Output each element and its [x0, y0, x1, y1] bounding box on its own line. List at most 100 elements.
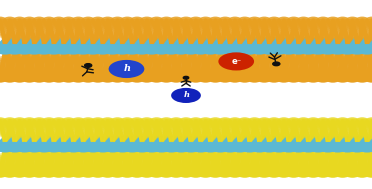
Circle shape	[23, 166, 38, 174]
Circle shape	[79, 136, 97, 145]
Circle shape	[356, 117, 369, 124]
Circle shape	[17, 139, 36, 149]
Circle shape	[130, 73, 145, 80]
Circle shape	[35, 43, 55, 53]
Circle shape	[363, 37, 372, 46]
Circle shape	[269, 142, 289, 153]
Circle shape	[261, 60, 275, 67]
Circle shape	[185, 138, 203, 147]
Circle shape	[76, 41, 95, 51]
Circle shape	[150, 70, 165, 78]
Circle shape	[224, 130, 235, 136]
Circle shape	[125, 29, 137, 35]
Circle shape	[26, 60, 40, 67]
Circle shape	[56, 41, 76, 51]
Circle shape	[262, 138, 282, 148]
Circle shape	[344, 37, 361, 46]
Circle shape	[86, 154, 99, 161]
Circle shape	[250, 141, 270, 152]
Circle shape	[203, 127, 215, 133]
Circle shape	[33, 44, 54, 55]
Circle shape	[152, 122, 164, 129]
Circle shape	[27, 127, 39, 133]
Circle shape	[72, 70, 87, 78]
Circle shape	[189, 70, 205, 78]
Circle shape	[161, 121, 174, 127]
Circle shape	[368, 64, 372, 71]
Circle shape	[251, 156, 265, 163]
Circle shape	[341, 129, 352, 135]
Circle shape	[240, 66, 254, 74]
Circle shape	[351, 153, 364, 159]
Circle shape	[231, 158, 245, 165]
Circle shape	[281, 41, 301, 51]
Circle shape	[251, 60, 265, 67]
Circle shape	[56, 156, 70, 163]
Circle shape	[204, 39, 223, 49]
Circle shape	[110, 170, 125, 178]
Circle shape	[18, 31, 30, 37]
Circle shape	[270, 160, 284, 167]
Circle shape	[205, 33, 216, 39]
Circle shape	[331, 29, 343, 35]
Circle shape	[264, 33, 275, 39]
Circle shape	[311, 153, 325, 159]
Circle shape	[38, 132, 50, 138]
Circle shape	[151, 121, 164, 127]
Circle shape	[321, 153, 334, 159]
Circle shape	[144, 60, 158, 67]
Circle shape	[360, 154, 372, 161]
Circle shape	[329, 24, 341, 30]
Circle shape	[160, 18, 173, 25]
Circle shape	[192, 124, 204, 130]
Circle shape	[81, 70, 97, 78]
Circle shape	[298, 68, 312, 76]
Circle shape	[0, 140, 16, 151]
Circle shape	[48, 39, 67, 49]
Circle shape	[64, 124, 77, 130]
Circle shape	[170, 117, 183, 124]
Circle shape	[5, 66, 19, 74]
Circle shape	[336, 17, 349, 23]
Circle shape	[253, 153, 266, 159]
Circle shape	[47, 138, 66, 148]
Circle shape	[4, 119, 17, 125]
Circle shape	[182, 158, 196, 165]
Circle shape	[44, 121, 57, 127]
Circle shape	[144, 139, 164, 149]
Circle shape	[99, 136, 116, 145]
Circle shape	[38, 130, 49, 136]
Circle shape	[135, 138, 154, 148]
Circle shape	[14, 18, 27, 25]
Circle shape	[299, 122, 311, 129]
Circle shape	[1, 136, 19, 145]
Circle shape	[318, 141, 339, 152]
Circle shape	[162, 64, 176, 71]
Circle shape	[219, 166, 234, 174]
Circle shape	[66, 41, 85, 51]
Circle shape	[5, 160, 20, 167]
Circle shape	[39, 137, 57, 146]
Circle shape	[9, 138, 27, 147]
Circle shape	[297, 117, 310, 124]
Circle shape	[17, 127, 29, 133]
Circle shape	[188, 170, 203, 178]
Circle shape	[272, 28, 283, 34]
Circle shape	[55, 124, 67, 130]
Circle shape	[6, 140, 26, 150]
Circle shape	[240, 141, 260, 152]
Circle shape	[259, 44, 280, 55]
Circle shape	[53, 18, 66, 25]
Circle shape	[0, 22, 8, 29]
Circle shape	[331, 153, 344, 159]
Circle shape	[344, 75, 360, 83]
Circle shape	[213, 41, 232, 51]
Circle shape	[62, 70, 77, 78]
Circle shape	[217, 170, 233, 178]
Circle shape	[310, 156, 324, 163]
Circle shape	[180, 18, 193, 25]
Circle shape	[321, 58, 334, 64]
Circle shape	[141, 119, 154, 125]
Circle shape	[190, 119, 203, 125]
Circle shape	[132, 43, 153, 54]
